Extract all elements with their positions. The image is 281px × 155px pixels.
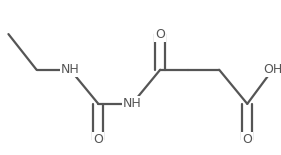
- Text: NH: NH: [61, 63, 80, 76]
- Text: NH: NH: [123, 97, 141, 110]
- Text: O: O: [155, 28, 165, 41]
- Text: O: O: [93, 133, 103, 146]
- Text: OH: OH: [263, 63, 281, 76]
- Text: O: O: [242, 133, 252, 146]
